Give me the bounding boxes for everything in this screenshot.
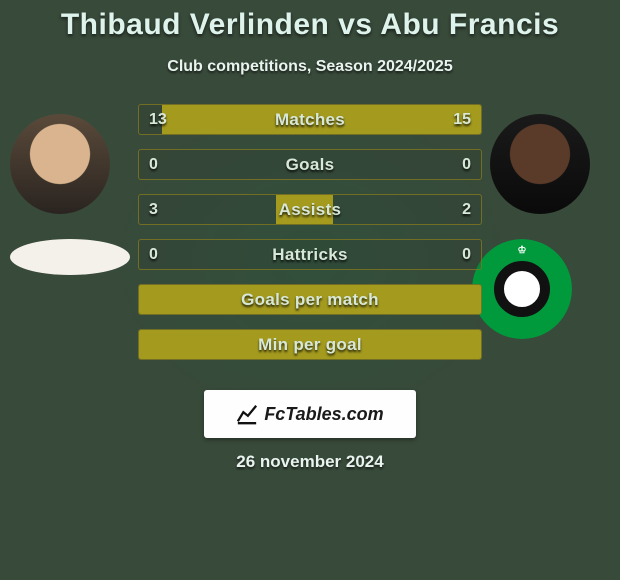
stat-value-right: 0 xyxy=(462,240,471,269)
stat-bar-left xyxy=(139,330,310,359)
stat-row: Hattricks0 0 xyxy=(138,239,482,270)
stat-value-right: 15 xyxy=(453,105,471,134)
stat-bar-right xyxy=(310,285,481,314)
stat-row: Goals0 0 xyxy=(138,149,482,180)
comparison-infographic: Thibaud Verlinden vs Abu Francis Club co… xyxy=(0,0,620,580)
stat-bar-left xyxy=(139,285,310,314)
stat-value-right: 0 xyxy=(462,150,471,179)
stats-area: ♔ Matches1315Goals00Assists32Hattricks00… xyxy=(0,114,620,374)
stat-bars: Matches1315Goals00Assists32Hattricks00Go… xyxy=(138,104,482,360)
crown-icon: ♔ xyxy=(518,245,527,256)
stat-bar-right xyxy=(310,195,333,224)
page-title: Thibaud Verlinden vs Abu Francis xyxy=(0,0,620,42)
chart-icon xyxy=(236,403,258,425)
stat-label: Hattricks xyxy=(139,240,481,269)
stat-bar-left xyxy=(162,105,310,134)
stat-row: Min per goal xyxy=(138,329,482,360)
player-left-avatar xyxy=(10,114,110,214)
footer-date: 26 november 2024 xyxy=(0,452,620,472)
club-right-badge: ♔ xyxy=(472,239,572,339)
stat-row: Matches1315 xyxy=(138,104,482,135)
stat-row: Assists32 xyxy=(138,194,482,225)
stat-row: Goals per match xyxy=(138,284,482,315)
stat-label: Goals xyxy=(139,150,481,179)
stat-bar-left xyxy=(276,195,310,224)
subtitle: Club competitions, Season 2024/2025 xyxy=(0,58,620,76)
stat-value-right: 2 xyxy=(462,195,471,224)
stat-value-left: 0 xyxy=(149,240,158,269)
club-left-badge xyxy=(10,239,130,275)
stat-bar-right xyxy=(310,330,481,359)
brand-badge: FcTables.com xyxy=(204,390,416,438)
stat-value-left: 3 xyxy=(149,195,158,224)
brand-text: FcTables.com xyxy=(264,404,383,425)
stat-value-left: 0 xyxy=(149,150,158,179)
player-right-avatar xyxy=(490,114,590,214)
stat-value-left: 13 xyxy=(149,105,167,134)
